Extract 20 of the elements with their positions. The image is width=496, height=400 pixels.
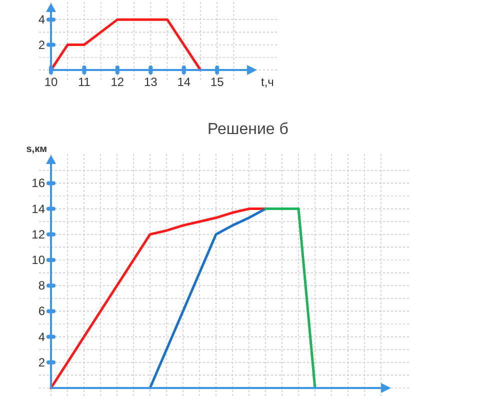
- x-axis-title: t,ч: [261, 75, 274, 89]
- y-tick-label: 4: [38, 330, 46, 344]
- line-series: [50, 208, 267, 390]
- y-tick-label: 2: [38, 355, 46, 370]
- chart-title: Решение б: [208, 121, 288, 138]
- y-tick-label: 6: [38, 304, 46, 318]
- x-tick-label: 15: [210, 75, 224, 89]
- line-series: [148, 208, 267, 390]
- y-tick-label: 16: [32, 176, 46, 190]
- x-tick-label: 14: [177, 75, 191, 89]
- y-tick-label: 2: [38, 38, 46, 52]
- y-axis-title: s,км: [26, 144, 47, 155]
- x-tick-label: 11: [78, 75, 91, 89]
- x-tick-label: 12: [110, 75, 124, 89]
- y-tick-label: 8: [38, 278, 46, 293]
- x-tick-label: 13: [144, 75, 158, 89]
- y-tick-label: 4: [38, 12, 46, 27]
- y-tick-label: 14: [32, 202, 46, 216]
- y-tick-label: 12: [32, 227, 46, 242]
- y-tick-label: 10: [32, 253, 46, 267]
